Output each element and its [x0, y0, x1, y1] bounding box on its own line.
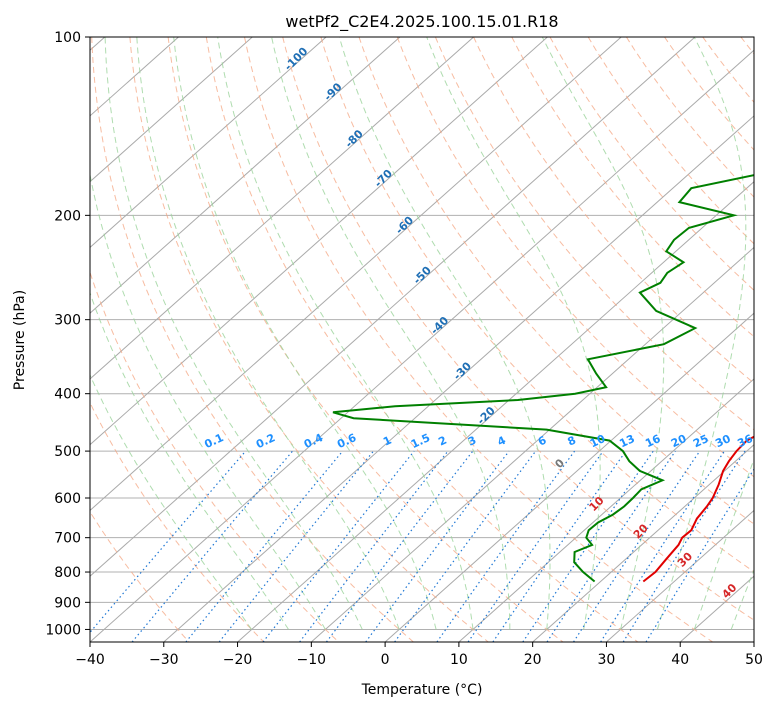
moist-adiabat	[730, 568, 754, 630]
plot-area	[90, 37, 754, 642]
isotherm-line	[384, 312, 754, 642]
dry-adiabat	[282, 37, 754, 621]
y-tick-label: 200	[54, 208, 81, 224]
plot-background	[90, 37, 754, 642]
mixing-ratio-line	[436, 450, 576, 642]
y-tick-label: 700	[54, 531, 81, 547]
mixing-ratio-line	[492, 450, 627, 642]
dry-adiabat	[434, 37, 754, 431]
moist-adiabat	[136, 37, 400, 630]
mixing-ratio-label: 25	[691, 432, 710, 450]
y-tick-label: 400	[54, 387, 81, 403]
chart-title: wetPf2_C2E4.2025.100.15.01.R18	[285, 12, 558, 32]
moist-adiabat	[426, 37, 601, 630]
mixing-ratio-line	[573, 450, 701, 642]
dry-adiabat	[244, 37, 713, 642]
mixing-ratio-line	[522, 450, 654, 642]
mixing-ratio-line	[90, 450, 247, 634]
y-tick-label: 900	[54, 595, 81, 611]
y-tick-label: 500	[54, 444, 81, 460]
dry-adiabat	[90, 401, 265, 642]
dry-adiabat	[358, 37, 754, 525]
moist-adiabat	[90, 172, 326, 630]
mixing-ratio-label: 20	[669, 432, 689, 450]
x-tick-label: 30	[598, 652, 616, 668]
x-tick-label: 40	[671, 652, 689, 668]
moist-adiabat	[104, 37, 363, 630]
mixing-ratio-line	[622, 450, 746, 642]
isotherm-line	[90, 37, 401, 314]
moist-adiabat	[217, 37, 474, 630]
x-tick-label: −40	[75, 652, 105, 668]
dry-adiabat	[167, 37, 564, 642]
moist-adiabat	[656, 37, 747, 630]
isotherm-line	[90, 49, 754, 642]
dry-adiabat	[90, 510, 190, 642]
x-tick-label: 10	[450, 652, 468, 668]
mixing-ratio-label: 36	[735, 432, 755, 450]
mixing-ratio-line	[600, 450, 725, 642]
y-axis-label: Pressure (hPa)	[12, 290, 28, 390]
series-layer	[332, 174, 754, 583]
axes: −40 −30 −20 −10 0 10 20 30 40 50 100 200 300 400 500 60…	[45, 30, 763, 668]
mixing-ratio-line	[262, 450, 415, 642]
mixing-ratio-line	[467, 450, 604, 642]
mixing-ratio-line	[218, 450, 374, 642]
isotherm-line	[606, 509, 754, 642]
dry-adiabat	[90, 270, 339, 642]
isotherm-line	[90, 37, 622, 512]
isotherm-line	[237, 181, 754, 642]
y-tick-label: 600	[54, 491, 81, 507]
x-tick-label: −20	[223, 652, 253, 668]
isotherm-line	[90, 37, 253, 183]
dry-adiabat	[320, 37, 754, 573]
background-lines	[90, 37, 754, 642]
moist-adiabat	[271, 37, 511, 630]
mixing-ratio-label: 13	[617, 432, 636, 450]
moist-adiabat	[90, 291, 289, 630]
y-tick-label: 300	[54, 313, 81, 329]
dewpoint-profile-line	[332, 174, 754, 583]
mixing-ratio-label: 16	[643, 432, 663, 450]
temperature-profile-line	[642, 435, 754, 583]
mixing-ratio-label: 30	[713, 432, 733, 450]
isotherm-line	[753, 641, 754, 642]
y-tick-label: 1000	[45, 622, 81, 638]
isotherm-line	[90, 37, 474, 380]
isotherm-line	[90, 37, 548, 446]
moist-adiabat	[338, 37, 551, 630]
moist-adiabat	[90, 373, 252, 630]
isotherm-line	[163, 115, 754, 642]
x-tick-label: 0	[381, 652, 390, 668]
moist-adiabat	[541, 37, 665, 630]
y-tick-label: 800	[54, 565, 81, 581]
moist-adiabat	[693, 457, 754, 630]
mixing-ratio-line	[546, 450, 676, 642]
moist-adiabat	[173, 37, 437, 630]
isotherm-line	[458, 378, 754, 642]
y-tick-label: 100	[54, 30, 81, 46]
x-tick-label: 50	[745, 652, 763, 668]
isotherm-line	[532, 444, 754, 642]
x-tick-label: −30	[149, 652, 179, 668]
dry-adiabat	[91, 37, 414, 642]
isotherm-line	[90, 37, 696, 577]
plot-frame	[89, 36, 755, 643]
mixing-ratio-line	[325, 450, 474, 642]
mixing-ratio-label: 10	[588, 432, 608, 450]
x-tick-label: −10	[297, 652, 327, 668]
dry-adiabat	[205, 37, 639, 642]
x-axis-label: Temperature (°C)	[361, 682, 483, 698]
isotherm-line	[90, 37, 327, 249]
mixing-ratio-line	[645, 468, 754, 642]
dry-adiabat	[549, 37, 754, 291]
x-tick-label: 20	[524, 652, 542, 668]
dry-adiabat	[129, 37, 489, 642]
